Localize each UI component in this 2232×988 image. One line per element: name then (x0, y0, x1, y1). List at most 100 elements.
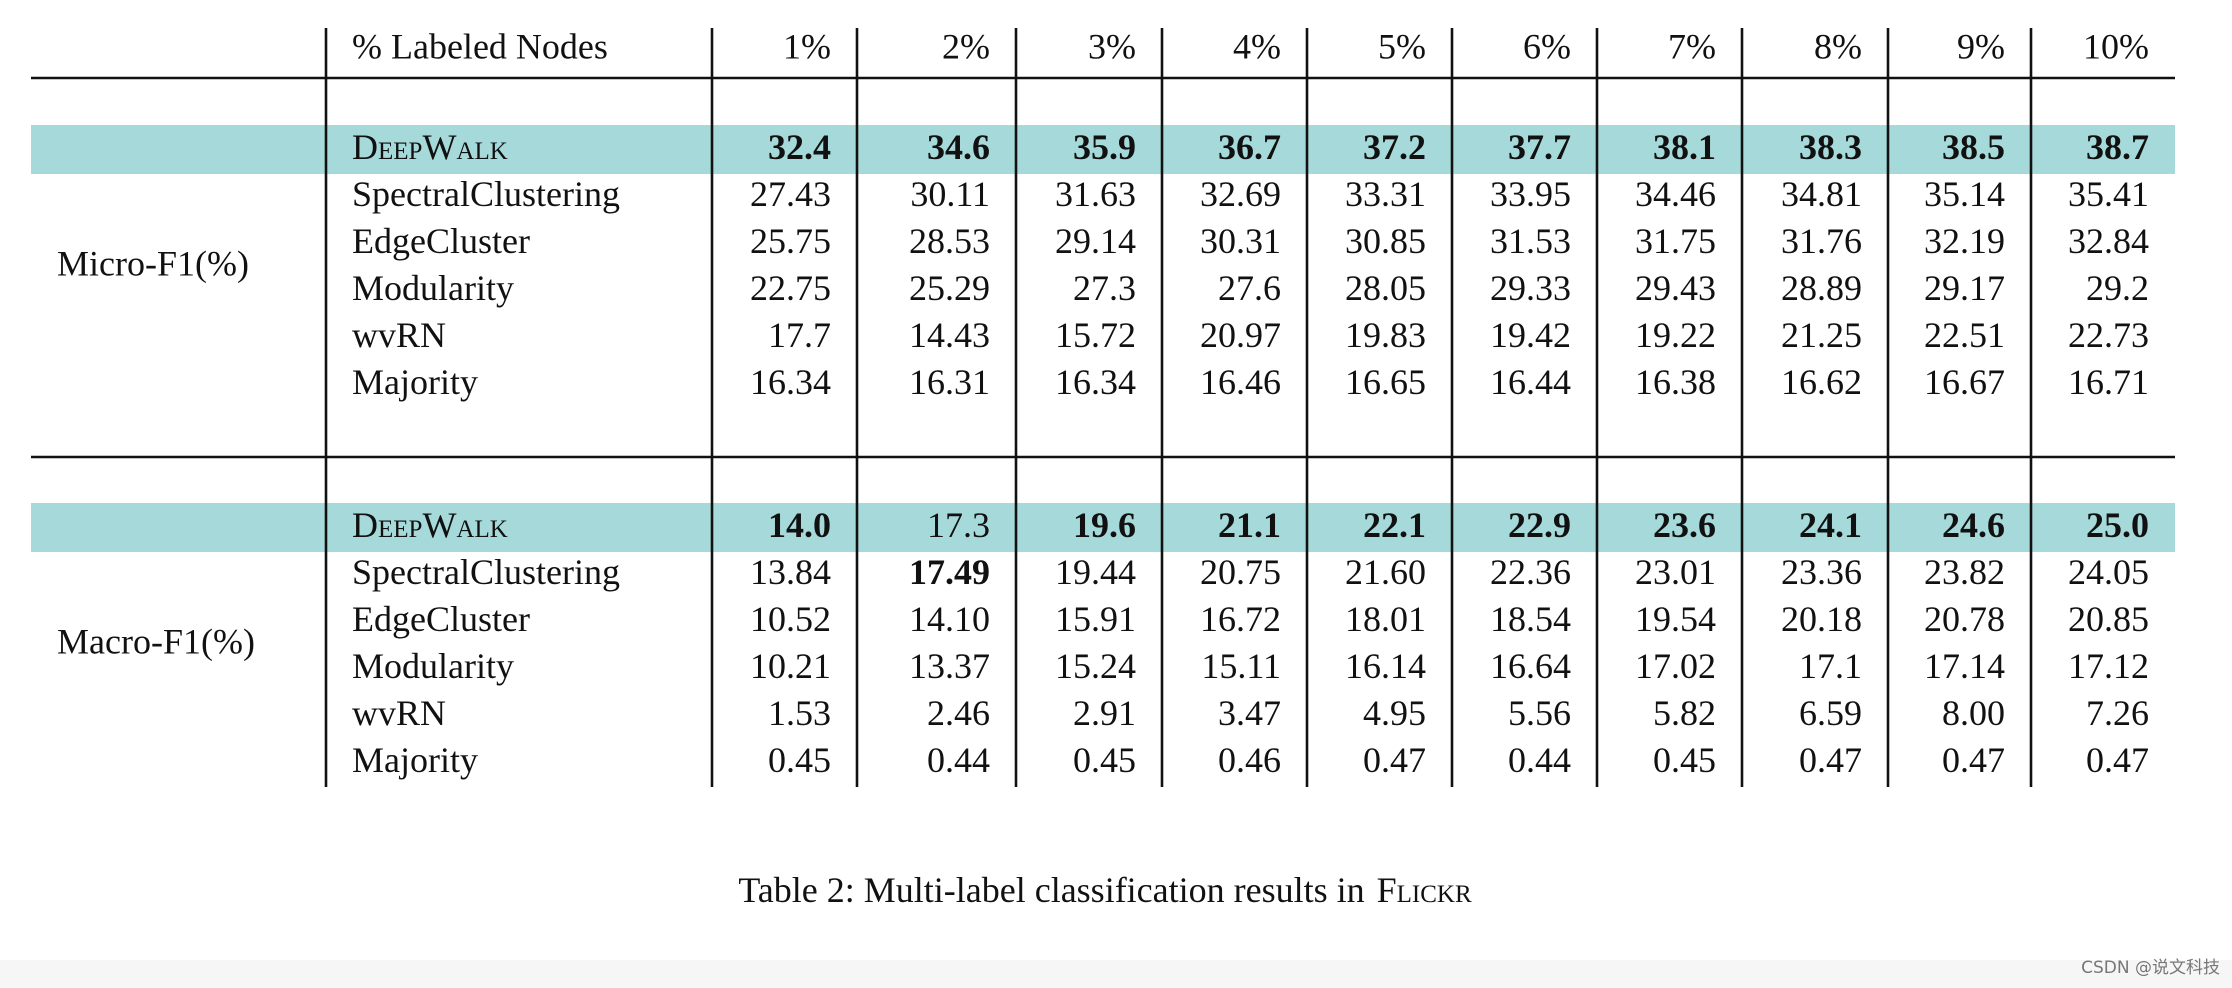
table-cell: 30.31 (1200, 221, 1281, 261)
table-cell: 13.37 (909, 646, 990, 686)
table-cell: 21.60 (1345, 552, 1426, 592)
table-cell: 20.78 (1924, 599, 2005, 639)
table-cell: 14.43 (909, 315, 990, 355)
table-cell: 0.46 (1218, 740, 1281, 780)
table-cell: 17.3 (927, 505, 990, 545)
table-cell: 8.00 (1942, 693, 2005, 733)
table-cell: 20.97 (1200, 315, 1281, 355)
table-cell: 34.81 (1781, 174, 1862, 214)
table-cell: 17.1 (1799, 646, 1862, 686)
table-cell: 27.3 (1073, 268, 1136, 308)
table-cell: 32.84 (2068, 221, 2149, 261)
table-cell: 17.49 (909, 552, 990, 592)
table-cell: 31.63 (1055, 174, 1136, 214)
table-cell: 38.5 (1942, 127, 2005, 167)
footer-strip (0, 960, 2232, 988)
method-name: Majority (352, 362, 478, 402)
method-name: wvRN (352, 693, 446, 733)
table-cell: 23.82 (1924, 552, 2005, 592)
table-cell: 24.1 (1799, 505, 1862, 545)
table-cell: 0.45 (1073, 740, 1136, 780)
highlight-row (31, 503, 2175, 552)
table-cell: 14.10 (909, 599, 990, 639)
table-cell: 15.72 (1055, 315, 1136, 355)
table-cell: 19.54 (1635, 599, 1716, 639)
table-cell: 15.91 (1055, 599, 1136, 639)
table-cell: 21.1 (1218, 505, 1281, 545)
table-cell: 24.6 (1942, 505, 2005, 545)
table-cell: 22.73 (2068, 315, 2149, 355)
header-cell: 10% (2083, 26, 2149, 66)
table-cell: 28.05 (1345, 268, 1426, 308)
table-cell: 10.21 (750, 646, 831, 686)
table-cell: 20.75 (1200, 552, 1281, 592)
table-cell: 0.47 (1942, 740, 2005, 780)
table-cell: 1.53 (768, 693, 831, 733)
highlight-row (31, 125, 2175, 174)
method-name: SpectralClustering (352, 174, 620, 214)
table-cell: 22.51 (1924, 315, 2005, 355)
table-cell: 0.44 (1508, 740, 1571, 780)
table-cell: 28.89 (1781, 268, 1862, 308)
method-name: Modularity (352, 268, 514, 308)
table-cell: 0.47 (1799, 740, 1862, 780)
table-cell: 31.75 (1635, 221, 1716, 261)
table-cell: 10.52 (750, 599, 831, 639)
table-cell: 0.45 (1653, 740, 1716, 780)
header-cell: 1% (783, 26, 831, 66)
table-cell: 16.34 (750, 362, 831, 402)
table-cell: 20.18 (1781, 599, 1862, 639)
header-title: % Labeled Nodes (352, 26, 608, 66)
table-cell: 23.6 (1653, 505, 1716, 545)
table-cell: 28.53 (909, 221, 990, 261)
header-cell: 8% (1814, 26, 1862, 66)
method-name: Modularity (352, 646, 514, 686)
caption-text: Table 2: Multi-label classification resu… (738, 870, 1364, 910)
table-cell: 16.62 (1781, 362, 1862, 402)
table-cell: 22.75 (750, 268, 831, 308)
table-cell: 2.91 (1073, 693, 1136, 733)
table-cell: 17.7 (768, 315, 831, 355)
table-cell: 5.56 (1508, 693, 1571, 733)
method-name: wvRN (352, 315, 446, 355)
table-cell: 0.47 (2086, 740, 2149, 780)
table-cell: 19.6 (1073, 505, 1136, 545)
table-cell: 17.12 (2068, 646, 2149, 686)
table-cell: 2.46 (927, 693, 990, 733)
table-cell: 35.9 (1073, 127, 1136, 167)
method-name: SpectralClustering (352, 552, 620, 592)
table-cell: 18.01 (1345, 599, 1426, 639)
method-name: Majority (352, 740, 478, 780)
table-cell: 13.84 (750, 552, 831, 592)
method-name: DeepWalk (352, 505, 508, 545)
table-cell: 29.43 (1635, 268, 1716, 308)
watermark: CSDN @说文科技 (2081, 958, 2220, 978)
table-cell: 0.47 (1363, 740, 1426, 780)
table-cell: 29.14 (1055, 221, 1136, 261)
table-cell: 16.65 (1345, 362, 1426, 402)
table-cell: 31.53 (1490, 221, 1571, 261)
table-cell: 24.05 (2068, 552, 2149, 592)
table-cell: 35.41 (2068, 174, 2149, 214)
header-cell: 6% (1523, 26, 1571, 66)
table-cell: 0.45 (768, 740, 831, 780)
method-name: DeepWalk (352, 127, 508, 167)
table-cell: 30.11 (910, 174, 990, 214)
table-cell: 16.71 (2068, 362, 2149, 402)
table-cell: 23.01 (1635, 552, 1716, 592)
table-cell: 20.85 (2068, 599, 2149, 639)
table-cell: 32.4 (768, 127, 831, 167)
table-cell: 38.3 (1799, 127, 1862, 167)
table-cell: 23.36 (1781, 552, 1862, 592)
table-cell: 36.7 (1218, 127, 1281, 167)
table-cell: 22.9 (1508, 505, 1571, 545)
header-cell: 3% (1088, 26, 1136, 66)
table-cell: 16.38 (1635, 362, 1716, 402)
table-cell: 18.54 (1490, 599, 1571, 639)
table-cell: 16.64 (1490, 646, 1571, 686)
table-cell: 34.46 (1635, 174, 1716, 214)
table-cell: 19.22 (1635, 315, 1716, 355)
table-cell: 25.75 (750, 221, 831, 261)
table-cell: 16.46 (1200, 362, 1281, 402)
